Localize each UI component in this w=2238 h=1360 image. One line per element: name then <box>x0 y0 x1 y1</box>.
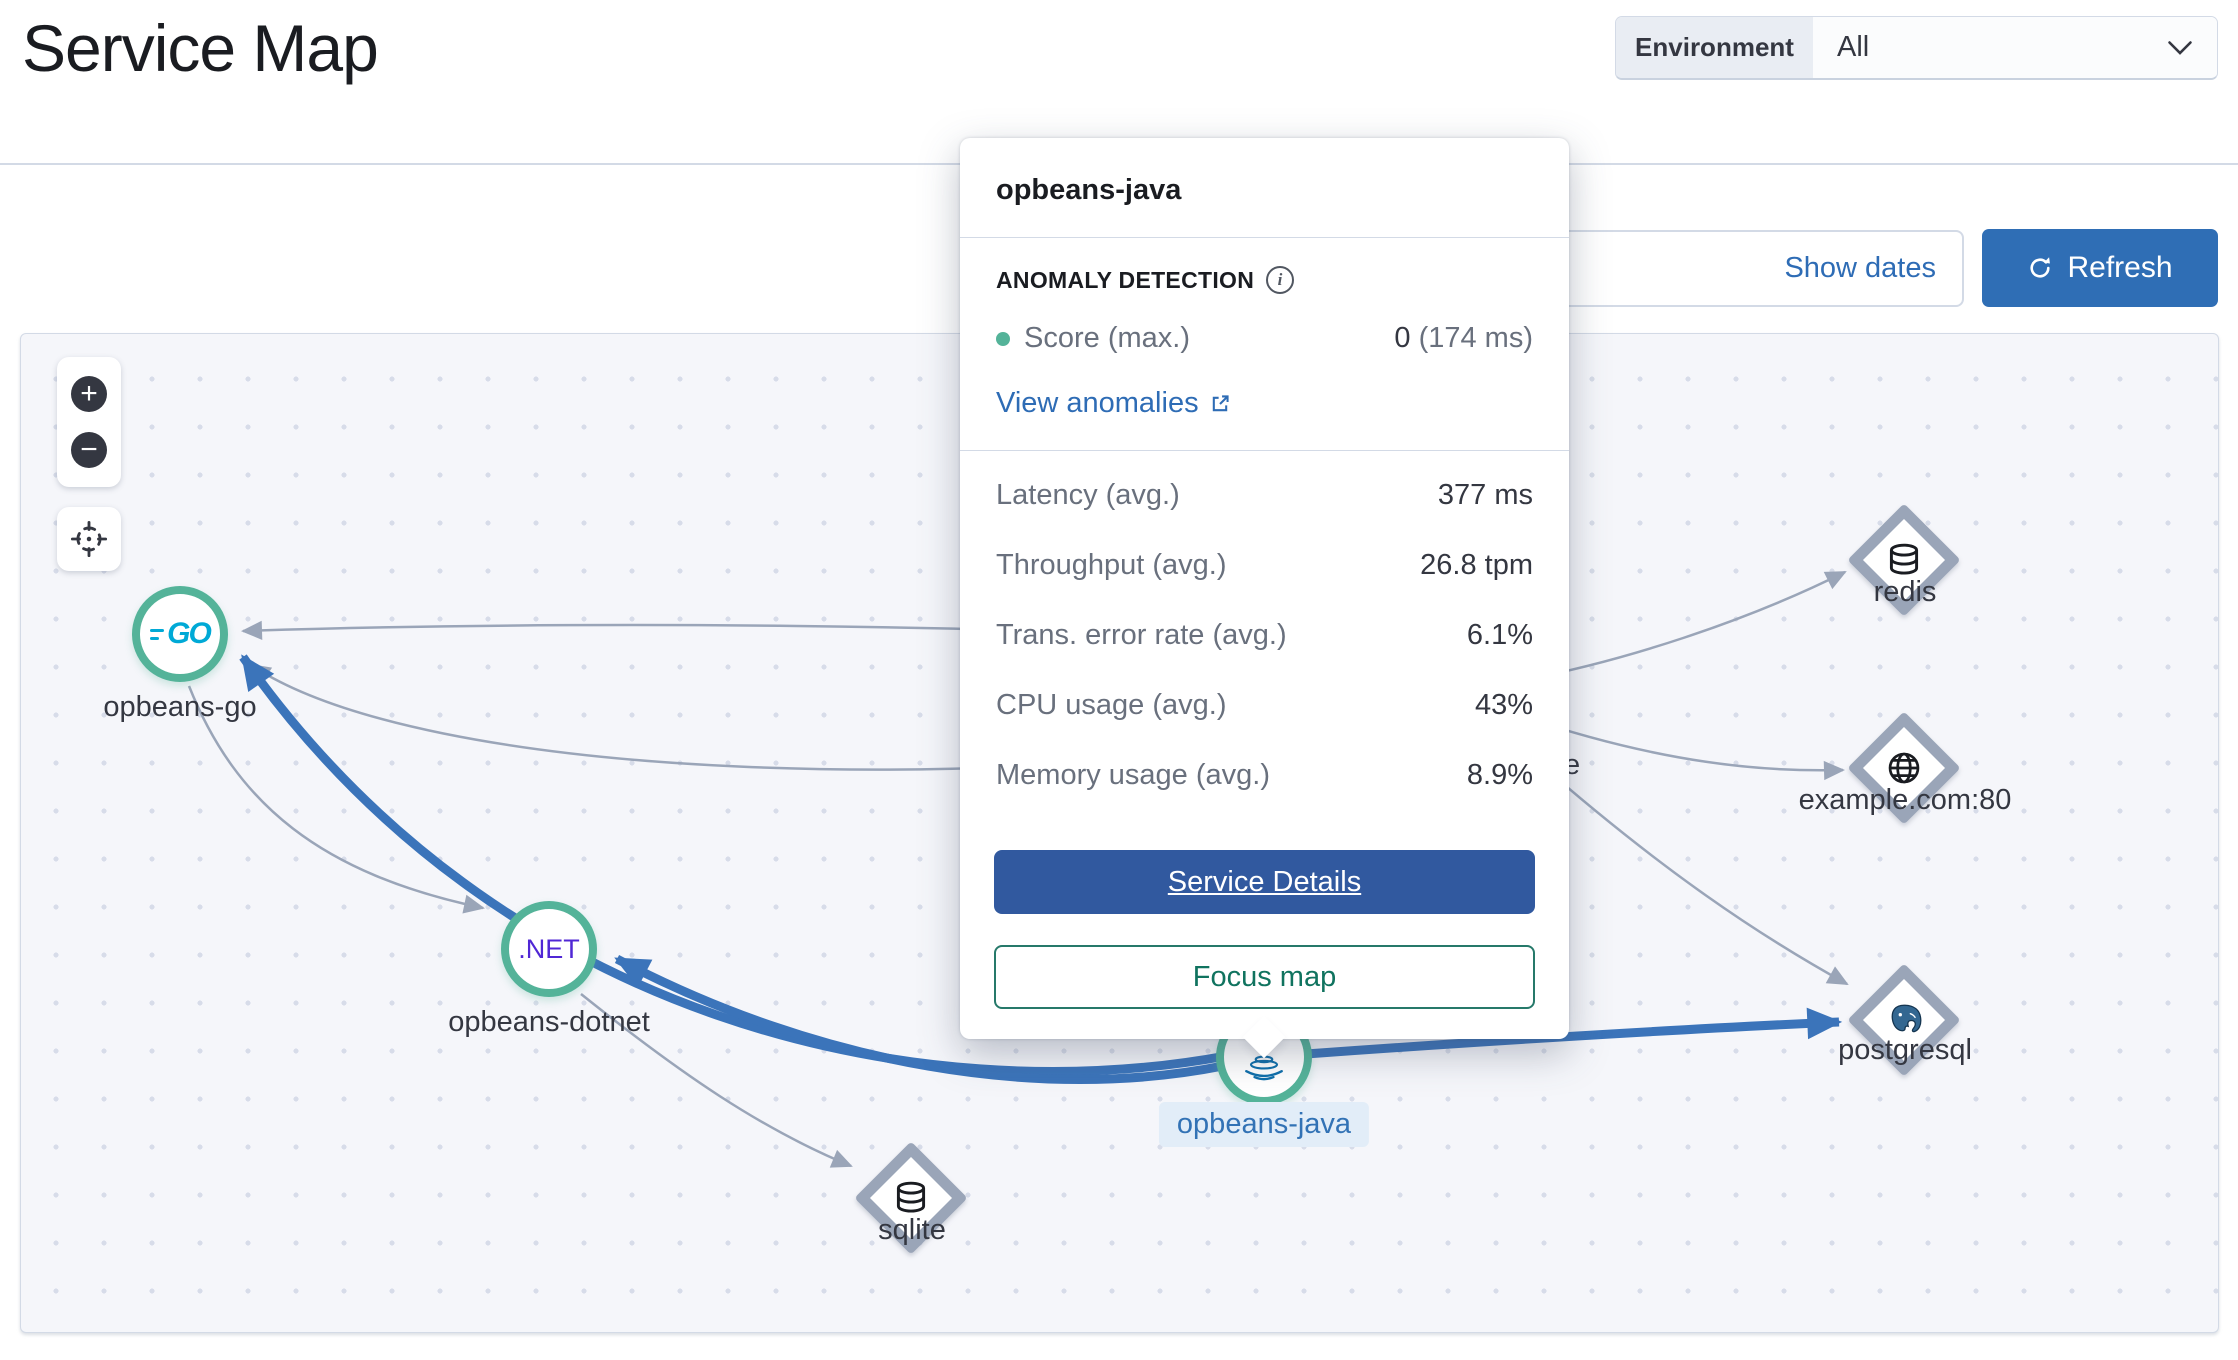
metric-row: Memory usage (avg.) 8.9% <box>996 759 1533 791</box>
anomaly-detection-section: ANOMALY DETECTION i Score (max.) 0 (174 … <box>960 238 1569 450</box>
zoom-out-button[interactable]: − <box>71 431 107 468</box>
environment-filter-label: Environment <box>1616 17 1813 78</box>
database-icon <box>1886 542 1922 578</box>
node-opbeans-go[interactable]: GO <box>132 586 228 682</box>
database-icon <box>893 1180 929 1216</box>
health-dot-icon <box>996 331 1010 346</box>
node-redis[interactable] <box>1847 503 1961 617</box>
info-icon[interactable]: i <box>1266 266 1295 294</box>
anomaly-score-value: 0 (174 ms) <box>1394 322 1533 354</box>
anomaly-score-label: Score (max.) <box>1024 322 1190 354</box>
environment-filter[interactable]: Environment All <box>1615 16 2218 80</box>
metrics-section: Latency (avg.) 377 ms Throughput (avg.) … <box>960 451 1569 824</box>
node-label-opbeans-java: opbeans-java <box>1158 1102 1370 1147</box>
metric-row: Latency (avg.) 377 ms <box>996 479 1533 511</box>
go-logo-speedlines <box>150 628 165 640</box>
dotnet-logo: .NET <box>518 933 580 964</box>
node-postgresql[interactable] <box>1847 963 1961 1077</box>
crosshair-icon <box>70 520 108 558</box>
node-example-com[interactable] <box>1847 711 1961 825</box>
external-link-icon <box>1209 393 1231 415</box>
popover-divider <box>960 237 1569 238</box>
environment-selected-value: All <box>1837 31 1870 63</box>
postgresql-logo <box>1885 1001 1923 1039</box>
metric-row: CPU usage (avg.) 43% <box>996 689 1533 721</box>
zoom-in-button[interactable]: + <box>71 376 107 413</box>
metric-row: Trans. error rate (avg.) 6.1% <box>996 619 1533 651</box>
show-dates-link[interactable]: Show dates <box>1784 252 1936 284</box>
globe-icon <box>1886 750 1922 786</box>
refresh-icon <box>2027 255 2053 281</box>
edge-opbeans-java-to-postgresql <box>1305 1007 1843 1059</box>
page-title: Service Map <box>22 11 379 85</box>
edge-opbeans-java-to-opbeans-dotnet <box>614 955 1224 1084</box>
service-details-button[interactable]: Service Details <box>994 850 1535 914</box>
node-opbeans-dotnet[interactable]: .NET <box>501 901 597 997</box>
environment-select[interactable]: All <box>1813 17 2217 78</box>
node-label-example-com: example.com:80 <box>1798 784 2012 816</box>
node-label-sqlite: sqlite <box>878 1214 946 1246</box>
node-label-opbeans-dotnet: opbeans-dotnet <box>448 1006 650 1038</box>
service-popover: opbeans-java ANOMALY DETECTION i Score (… <box>960 138 1569 1059</box>
service-map-canvas[interactable]: + − GO opbeans-go .NET opbeans-dotnet <box>20 333 2219 1333</box>
node-label-postgresql: postgresql <box>1838 1034 1972 1066</box>
popover-divider <box>960 450 1569 451</box>
go-logo: GO <box>150 617 212 651</box>
focus-map-button[interactable]: Focus map <box>994 945 1535 1009</box>
node-sqlite[interactable] <box>854 1141 968 1255</box>
anomaly-score-row: Score (max.) 0 (174 ms) <box>996 322 1533 355</box>
refresh-button[interactable]: Refresh <box>1982 229 2218 307</box>
edge-opbeans-go-to-opbeans-dotnet <box>187 685 485 914</box>
metric-row: Throughput (avg.) 26.8 tpm <box>996 549 1533 581</box>
edge-opbeans-java-to-opbeans-go <box>239 654 1227 1076</box>
node-label-redis: redis <box>1873 576 1937 608</box>
view-anomalies-link[interactable]: View anomalies <box>996 387 1199 419</box>
chevron-down-icon <box>2167 40 2193 56</box>
node-label-opbeans-go: opbeans-go <box>103 691 257 723</box>
zoom-controls: + − <box>57 357 121 487</box>
center-map-button[interactable] <box>57 507 121 571</box>
edge-opbeans-dotnet-to-sqlite <box>580 993 853 1168</box>
popover-title: opbeans-java <box>996 174 1182 206</box>
anomaly-detection-heading: ANOMALY DETECTION <box>996 266 1255 293</box>
